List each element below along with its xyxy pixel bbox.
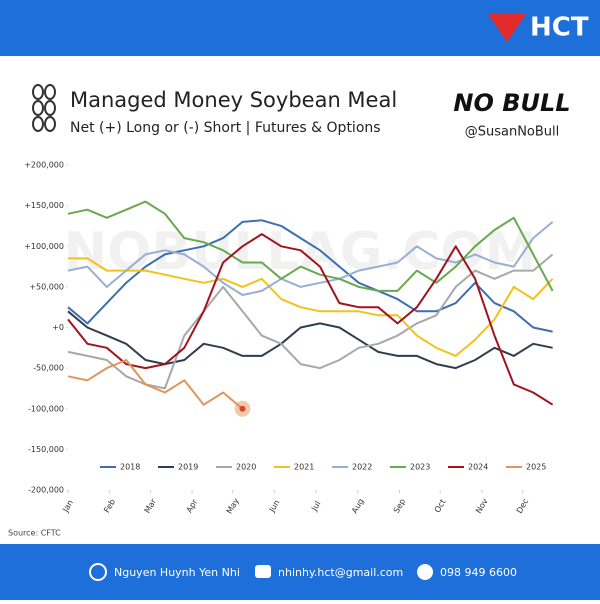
legend-label: 2024: [468, 463, 488, 472]
y-tick-label: +100,000: [24, 242, 64, 251]
chart-title: Managed Money Soybean Meal: [70, 88, 397, 112]
logo: HCT: [530, 13, 589, 43]
series-line: [68, 257, 554, 357]
phone: 098 949 6600: [440, 566, 517, 579]
series-line: [67, 233, 554, 406]
card: [0, 56, 600, 544]
handle: @SusanNoBull: [465, 125, 560, 140]
series-line: [67, 221, 554, 296]
y-tick-label: -50,000: [33, 364, 64, 373]
y-tick-label: +50,000: [29, 282, 64, 291]
y-tick-label: +0: [52, 323, 64, 332]
legend-label: 2019: [178, 463, 198, 472]
phone-icon: [417, 564, 433, 580]
legend-label: 2025: [526, 463, 546, 472]
legend-label: 2021: [294, 463, 314, 472]
logo-mark: [488, 14, 526, 42]
author: Nguyen Huynh Yen Nhi: [114, 566, 240, 579]
web-icon: [89, 563, 107, 581]
y-tick-label: -200,000: [28, 486, 64, 495]
title-icon: [32, 84, 56, 132]
y-tick-label: +150,000: [24, 201, 64, 210]
watermark: NOBULLAG.COM: [64, 222, 537, 282]
email: nhinhy.hct@gmail.com: [278, 566, 403, 579]
series-line: [67, 219, 553, 333]
series-line: [67, 359, 244, 410]
series-line: [67, 310, 553, 370]
chart-subtitle: Net (+) Long or (-) Short | Futures & Op…: [70, 120, 381, 136]
y-tick-label: +200,000: [24, 161, 64, 170]
legend-label: 2020: [236, 463, 256, 472]
mail-icon: [255, 565, 271, 578]
y-tick-label: -150,000: [28, 445, 64, 454]
legend-label: 2023: [410, 463, 430, 472]
nobull-logo: NO BULL: [453, 89, 570, 117]
legend-label: 2022: [352, 463, 372, 472]
legend-label: 2018: [120, 463, 140, 472]
source: Source: CFTC: [8, 529, 61, 538]
series-line: [67, 200, 554, 292]
y-tick-label: -100,000: [28, 404, 64, 413]
highlight-dot: [239, 405, 246, 412]
